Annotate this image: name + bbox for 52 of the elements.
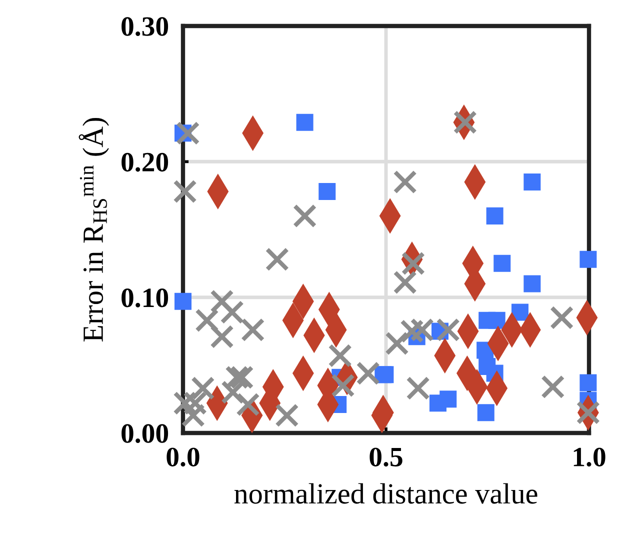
- point: [181, 403, 206, 428]
- point: [486, 207, 504, 224]
- x-tick-label: 1.0: [574, 448, 606, 467]
- point: [400, 319, 424, 344]
- point: [393, 270, 417, 294]
- point: [176, 121, 200, 146]
- point: [356, 361, 380, 386]
- point: [406, 376, 430, 400]
- point: [220, 300, 244, 324]
- point: [550, 306, 574, 330]
- point: [265, 247, 290, 272]
- y-tick-label: 0.30: [122, 17, 168, 36]
- point: [401, 252, 426, 276]
- point: [190, 376, 215, 400]
- point: [410, 318, 434, 342]
- point: [524, 174, 541, 191]
- point: [296, 114, 314, 131]
- y-tick-label: 0.10: [122, 288, 168, 308]
- point: [195, 308, 219, 332]
- point: [436, 318, 460, 342]
- point: [236, 392, 260, 416]
- point: [385, 332, 409, 356]
- point: [488, 312, 506, 329]
- point: [318, 183, 336, 200]
- y-tick-label: 0.00: [122, 424, 168, 444]
- point: [440, 390, 457, 408]
- point: [477, 404, 494, 422]
- point: [173, 391, 197, 416]
- y-axis-title: Error in R$_{HS}$$^{min}$ (Å): [78, 118, 110, 342]
- point: [524, 275, 541, 292]
- point: [331, 374, 355, 398]
- x-tick-label: 0.0: [166, 448, 200, 467]
- point: [173, 180, 197, 204]
- point: [210, 289, 234, 314]
- point: [240, 318, 265, 342]
- point: [292, 204, 317, 228]
- point: [210, 324, 234, 349]
- point: [174, 292, 192, 310]
- point: [494, 254, 511, 272]
- point: [183, 391, 208, 416]
- point: [393, 170, 417, 194]
- point: [540, 374, 565, 399]
- point: [580, 374, 597, 392]
- point: [328, 344, 352, 368]
- point: [576, 400, 600, 425]
- x-tick-label: 0.5: [370, 448, 402, 467]
- point: [275, 403, 299, 428]
- x-axis-title: normalized distance value: [234, 483, 538, 504]
- point: [580, 250, 597, 268]
- point: [453, 110, 478, 134]
- point: [221, 380, 245, 404]
- y-tick-label: 0.20: [122, 152, 168, 172]
